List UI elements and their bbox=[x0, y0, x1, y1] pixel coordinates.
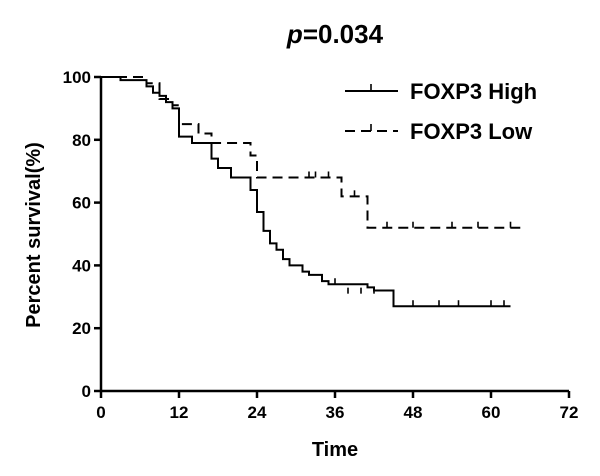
x-tick-label: 24 bbox=[248, 403, 267, 422]
legend-label-1: FOXP3 High bbox=[410, 79, 537, 104]
x-tick-label: 72 bbox=[560, 403, 579, 422]
chart-title: p=0.034 bbox=[286, 19, 384, 49]
axes: 0 20 40 60 80 100 0 12 24 36 48 60 72 bbox=[63, 68, 579, 422]
y-tick-label: 0 bbox=[82, 382, 91, 401]
y-tick-label: 40 bbox=[72, 256, 91, 275]
x-tick-label: 60 bbox=[482, 403, 501, 422]
title-p: p bbox=[286, 19, 303, 49]
title-value: =0.034 bbox=[303, 19, 384, 49]
series-line-1 bbox=[101, 76, 511, 308]
y-tick-label: 60 bbox=[72, 194, 91, 213]
x-tick-label: 36 bbox=[326, 403, 345, 422]
legend-label-2: FOXP3 Low bbox=[410, 119, 533, 144]
y-axis-title: Percent survival(%) bbox=[23, 142, 45, 328]
legend: FOXP3 High FOXP3 Low bbox=[345, 79, 537, 144]
y-tick-label: 80 bbox=[72, 131, 91, 150]
y-tick-label: 20 bbox=[72, 319, 91, 338]
x-tick-label: 12 bbox=[170, 403, 189, 422]
plot-area bbox=[101, 76, 524, 308]
y-tick-label: 100 bbox=[63, 68, 91, 87]
x-tick-label: 48 bbox=[404, 403, 423, 422]
x-tick-label: 0 bbox=[96, 403, 105, 422]
x-axis-title: Time bbox=[312, 439, 358, 461]
